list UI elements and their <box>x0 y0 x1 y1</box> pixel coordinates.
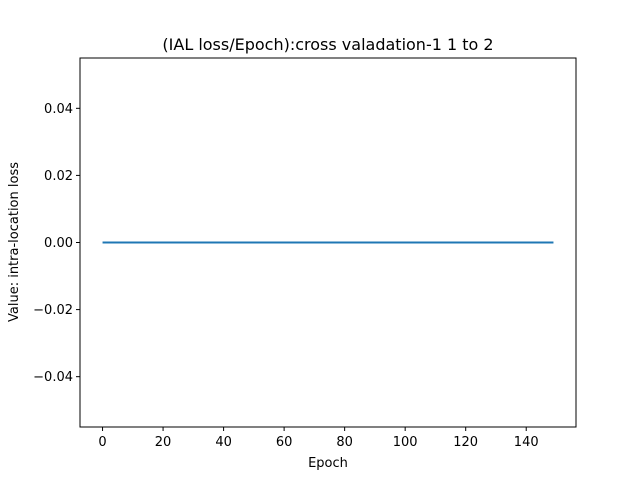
y-tick-label: 0.00 <box>44 236 73 251</box>
plot-area: 0 20 40 60 80 100 120 140 −0.04 −0.02 0.00 0.02 0.04 <box>33 102 554 450</box>
x-tick-label: 60 <box>276 435 293 450</box>
chart-title: (IAL loss/Epoch):cross valadation-1 1 to… <box>162 35 493 54</box>
y-axis-label: Value: intra-location loss <box>7 162 22 322</box>
y-tick-label: −0.04 <box>33 370 73 385</box>
x-tick-label: 0 <box>98 435 106 450</box>
x-tick-label: 100 <box>393 435 418 450</box>
x-tick-label: 140 <box>514 435 539 450</box>
x-tick-label: 80 <box>336 435 353 450</box>
x-axis-label: Epoch <box>308 456 348 471</box>
axes-frame <box>79 57 577 428</box>
y-tick-label: 0.04 <box>44 102 73 117</box>
y-tick-label: −0.02 <box>33 303 73 318</box>
x-tick-label: 20 <box>155 435 172 450</box>
x-tick-label: 40 <box>215 435 232 450</box>
y-tick-label: 0.02 <box>44 169 73 184</box>
x-tick-label: 120 <box>453 435 478 450</box>
